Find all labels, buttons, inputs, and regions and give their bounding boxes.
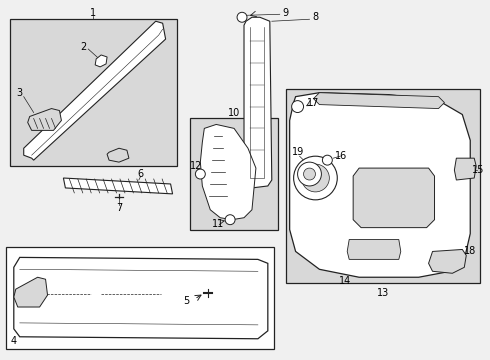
Circle shape bbox=[303, 168, 316, 180]
Circle shape bbox=[237, 12, 247, 22]
Text: 2: 2 bbox=[80, 42, 86, 52]
Polygon shape bbox=[429, 249, 466, 273]
Polygon shape bbox=[63, 178, 172, 194]
FancyBboxPatch shape bbox=[191, 118, 278, 230]
Circle shape bbox=[297, 162, 321, 186]
Polygon shape bbox=[95, 55, 107, 67]
Text: 14: 14 bbox=[339, 276, 351, 286]
Polygon shape bbox=[314, 93, 444, 109]
Text: 19: 19 bbox=[292, 147, 304, 157]
Text: 16: 16 bbox=[335, 151, 347, 161]
Text: 10: 10 bbox=[228, 108, 240, 117]
FancyBboxPatch shape bbox=[6, 247, 274, 349]
Polygon shape bbox=[14, 277, 48, 307]
Polygon shape bbox=[353, 168, 435, 228]
Circle shape bbox=[225, 215, 235, 225]
FancyBboxPatch shape bbox=[10, 19, 176, 166]
Polygon shape bbox=[244, 17, 272, 188]
Text: 15: 15 bbox=[472, 165, 485, 175]
Circle shape bbox=[322, 155, 332, 165]
Polygon shape bbox=[454, 158, 476, 180]
Polygon shape bbox=[14, 257, 268, 339]
Circle shape bbox=[196, 169, 205, 179]
Text: 13: 13 bbox=[377, 288, 389, 298]
Text: 12: 12 bbox=[190, 161, 202, 171]
Circle shape bbox=[294, 156, 337, 200]
Text: 4: 4 bbox=[11, 336, 17, 346]
Text: 6: 6 bbox=[138, 169, 144, 179]
Polygon shape bbox=[107, 148, 129, 162]
Text: 18: 18 bbox=[464, 247, 476, 256]
Text: 1: 1 bbox=[90, 8, 96, 18]
Text: 7: 7 bbox=[116, 203, 122, 213]
FancyBboxPatch shape bbox=[286, 89, 480, 283]
Polygon shape bbox=[290, 93, 470, 277]
Circle shape bbox=[292, 100, 303, 113]
Polygon shape bbox=[347, 239, 401, 260]
Polygon shape bbox=[200, 125, 256, 220]
Text: 3: 3 bbox=[17, 88, 23, 98]
Circle shape bbox=[301, 164, 329, 192]
Text: 11: 11 bbox=[212, 219, 224, 229]
Text: 17: 17 bbox=[307, 98, 319, 108]
Text: 5: 5 bbox=[183, 296, 190, 306]
Polygon shape bbox=[28, 109, 61, 130]
Text: 9: 9 bbox=[283, 8, 289, 18]
Text: 8: 8 bbox=[313, 12, 318, 22]
Polygon shape bbox=[24, 21, 166, 160]
